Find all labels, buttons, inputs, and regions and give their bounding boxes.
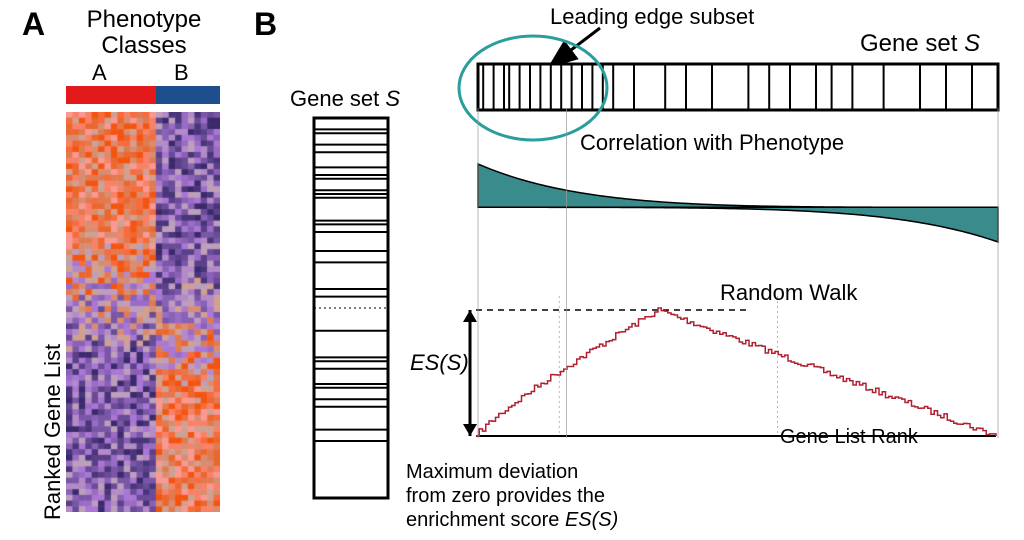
class-b-color-bar (156, 86, 220, 104)
geneset-label-right: Gene set S (860, 30, 980, 58)
caption: Maximum deviation from zero provides the… (406, 460, 618, 532)
geneset-label-left: Gene set S (290, 86, 400, 112)
class-a-label: A (92, 60, 107, 86)
class-a-color-bar (66, 86, 156, 104)
caption-line-2: from zero provides the (406, 484, 618, 508)
panel-a-label: A (22, 6, 45, 43)
class-b-label: B (174, 60, 189, 86)
guide-lines (476, 108, 1000, 468)
heatmap (66, 112, 220, 512)
ranked-gene-list-label: Ranked Gene List (40, 120, 66, 520)
es-label: ES(S) (410, 350, 469, 376)
geneset-label-right-text: Gene set S (860, 30, 980, 57)
panel-a-title-1: Phenotype (64, 6, 224, 34)
panel-b-label: B (254, 6, 277, 43)
panel-a-title-2: Classes (64, 32, 224, 60)
geneset-label-left-text: Gene set S (290, 86, 400, 111)
vertical-geneset-strip (312, 116, 390, 500)
caption-line-3: enrichment score ES(S) (406, 508, 618, 532)
